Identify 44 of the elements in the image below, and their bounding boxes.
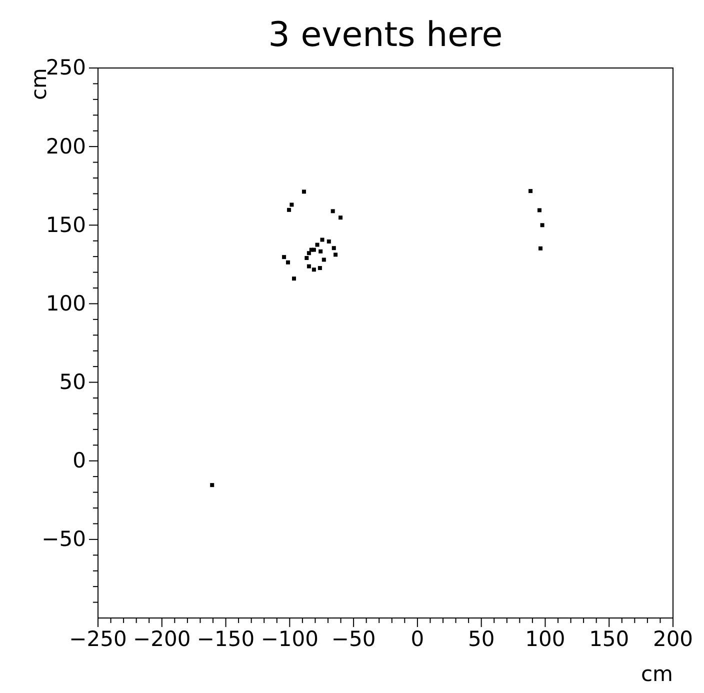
y-tick-label: 100 (46, 291, 86, 316)
point (322, 258, 326, 262)
x-tick-label: −250 (69, 626, 127, 651)
point (290, 202, 294, 207)
point (326, 239, 331, 244)
y-tick-label: 0 (72, 448, 86, 473)
point (302, 190, 306, 194)
point (312, 268, 316, 272)
point (318, 249, 323, 254)
point (292, 276, 296, 281)
point (320, 238, 324, 242)
point (282, 255, 286, 260)
x-tick-label: 50 (468, 626, 495, 651)
point (315, 242, 320, 247)
x-tick-label: −150 (196, 626, 255, 651)
x-tick-label: 0 (410, 626, 424, 651)
x-tick-label: −200 (133, 626, 191, 651)
point (538, 246, 542, 250)
point (537, 208, 542, 212)
point (338, 216, 343, 220)
point (334, 252, 338, 257)
x-tick-label: −50 (331, 626, 376, 651)
point (210, 483, 214, 488)
point (330, 209, 335, 214)
point (306, 251, 311, 256)
point (306, 264, 311, 268)
point (287, 208, 292, 212)
point (309, 248, 314, 252)
y-tick-label: −50 (42, 527, 86, 552)
y-tick-label: 200 (46, 134, 86, 158)
chart-title: 3 events here (268, 15, 503, 55)
x-tick-label: −100 (260, 626, 319, 651)
point (304, 256, 309, 260)
point (540, 223, 544, 228)
point (332, 246, 336, 250)
x-tick-label: 100 (525, 626, 566, 651)
x-tick-label: 150 (589, 626, 630, 651)
y-tick-label: 150 (46, 212, 86, 237)
x-tick-label: 200 (652, 626, 694, 651)
point (318, 266, 322, 270)
point (528, 189, 533, 194)
x-axis-title: cm (640, 662, 673, 686)
y-tick-label: 50 (59, 370, 86, 394)
point (286, 260, 290, 264)
